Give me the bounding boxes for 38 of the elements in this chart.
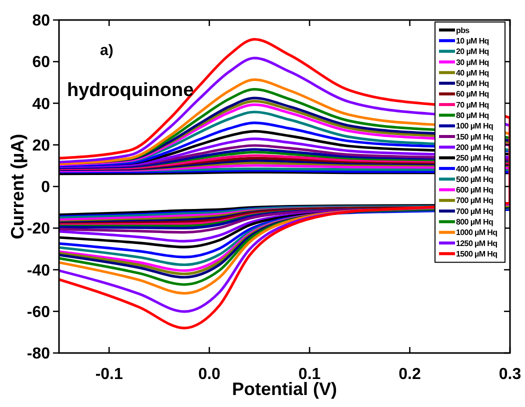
- legend-label: 100 µM Hq: [456, 122, 494, 131]
- legend-label: 200 µM Hq: [456, 142, 494, 152]
- legend-label: 40 µM Hq: [456, 68, 490, 78]
- legend-label: 50 µM Hq: [456, 79, 490, 88]
- y-tick-label: 80: [32, 12, 50, 30]
- legend-label: 30 µM Hq: [456, 58, 490, 67]
- legend-label: 1500 µM Hq: [456, 249, 498, 258]
- legend-label: 500 µM Hq: [456, 174, 494, 184]
- y-tick-label: 60: [32, 54, 50, 72]
- legend-label: 400 µM Hq: [456, 164, 494, 174]
- y-tick-label: -40: [26, 262, 50, 280]
- legend-label: 20 µM Hq: [456, 47, 490, 56]
- legend-label: 150 µM Hq: [456, 132, 494, 142]
- legend-label: 10 µM Hq: [456, 36, 490, 46]
- annotation: a): [100, 42, 114, 59]
- legend-label: 800 µM Hq: [456, 218, 494, 226]
- legend-label: 70 µM Hq: [456, 100, 490, 110]
- y-tick-label: 0: [41, 179, 50, 196]
- y-tick-label: -60: [26, 304, 50, 321]
- x-tick-label: 0.3: [498, 366, 522, 383]
- legend-label: pbs: [456, 26, 470, 35]
- y-tick-label: -20: [26, 220, 50, 238]
- x-tick-label: -0.1: [95, 366, 123, 383]
- y-tick-label: 40: [32, 96, 50, 113]
- annotation: hydroquinone: [67, 80, 194, 101]
- legend-label: 250 µM Hq: [456, 154, 494, 163]
- legend-label: 60 µM Hq: [456, 90, 490, 99]
- legend-label: 700 µM Hq: [456, 206, 494, 216]
- legend-label: 80 µM Hq: [456, 111, 490, 120]
- y-tick-label: -80: [26, 346, 50, 363]
- legend-label: 1000 µM Hq: [456, 228, 498, 238]
- x-tick-label: 0.2: [398, 366, 421, 383]
- legend-label: 700 µM Hq: [456, 196, 494, 206]
- x-tick-label: 0.0: [198, 366, 221, 383]
- legend-label: 600 µM Hq: [456, 186, 494, 195]
- legend-label: 1250 µM Hq: [456, 238, 498, 248]
- y-tick-label: 20: [32, 137, 50, 154]
- y-axis-title: Current (µA): [7, 134, 28, 240]
